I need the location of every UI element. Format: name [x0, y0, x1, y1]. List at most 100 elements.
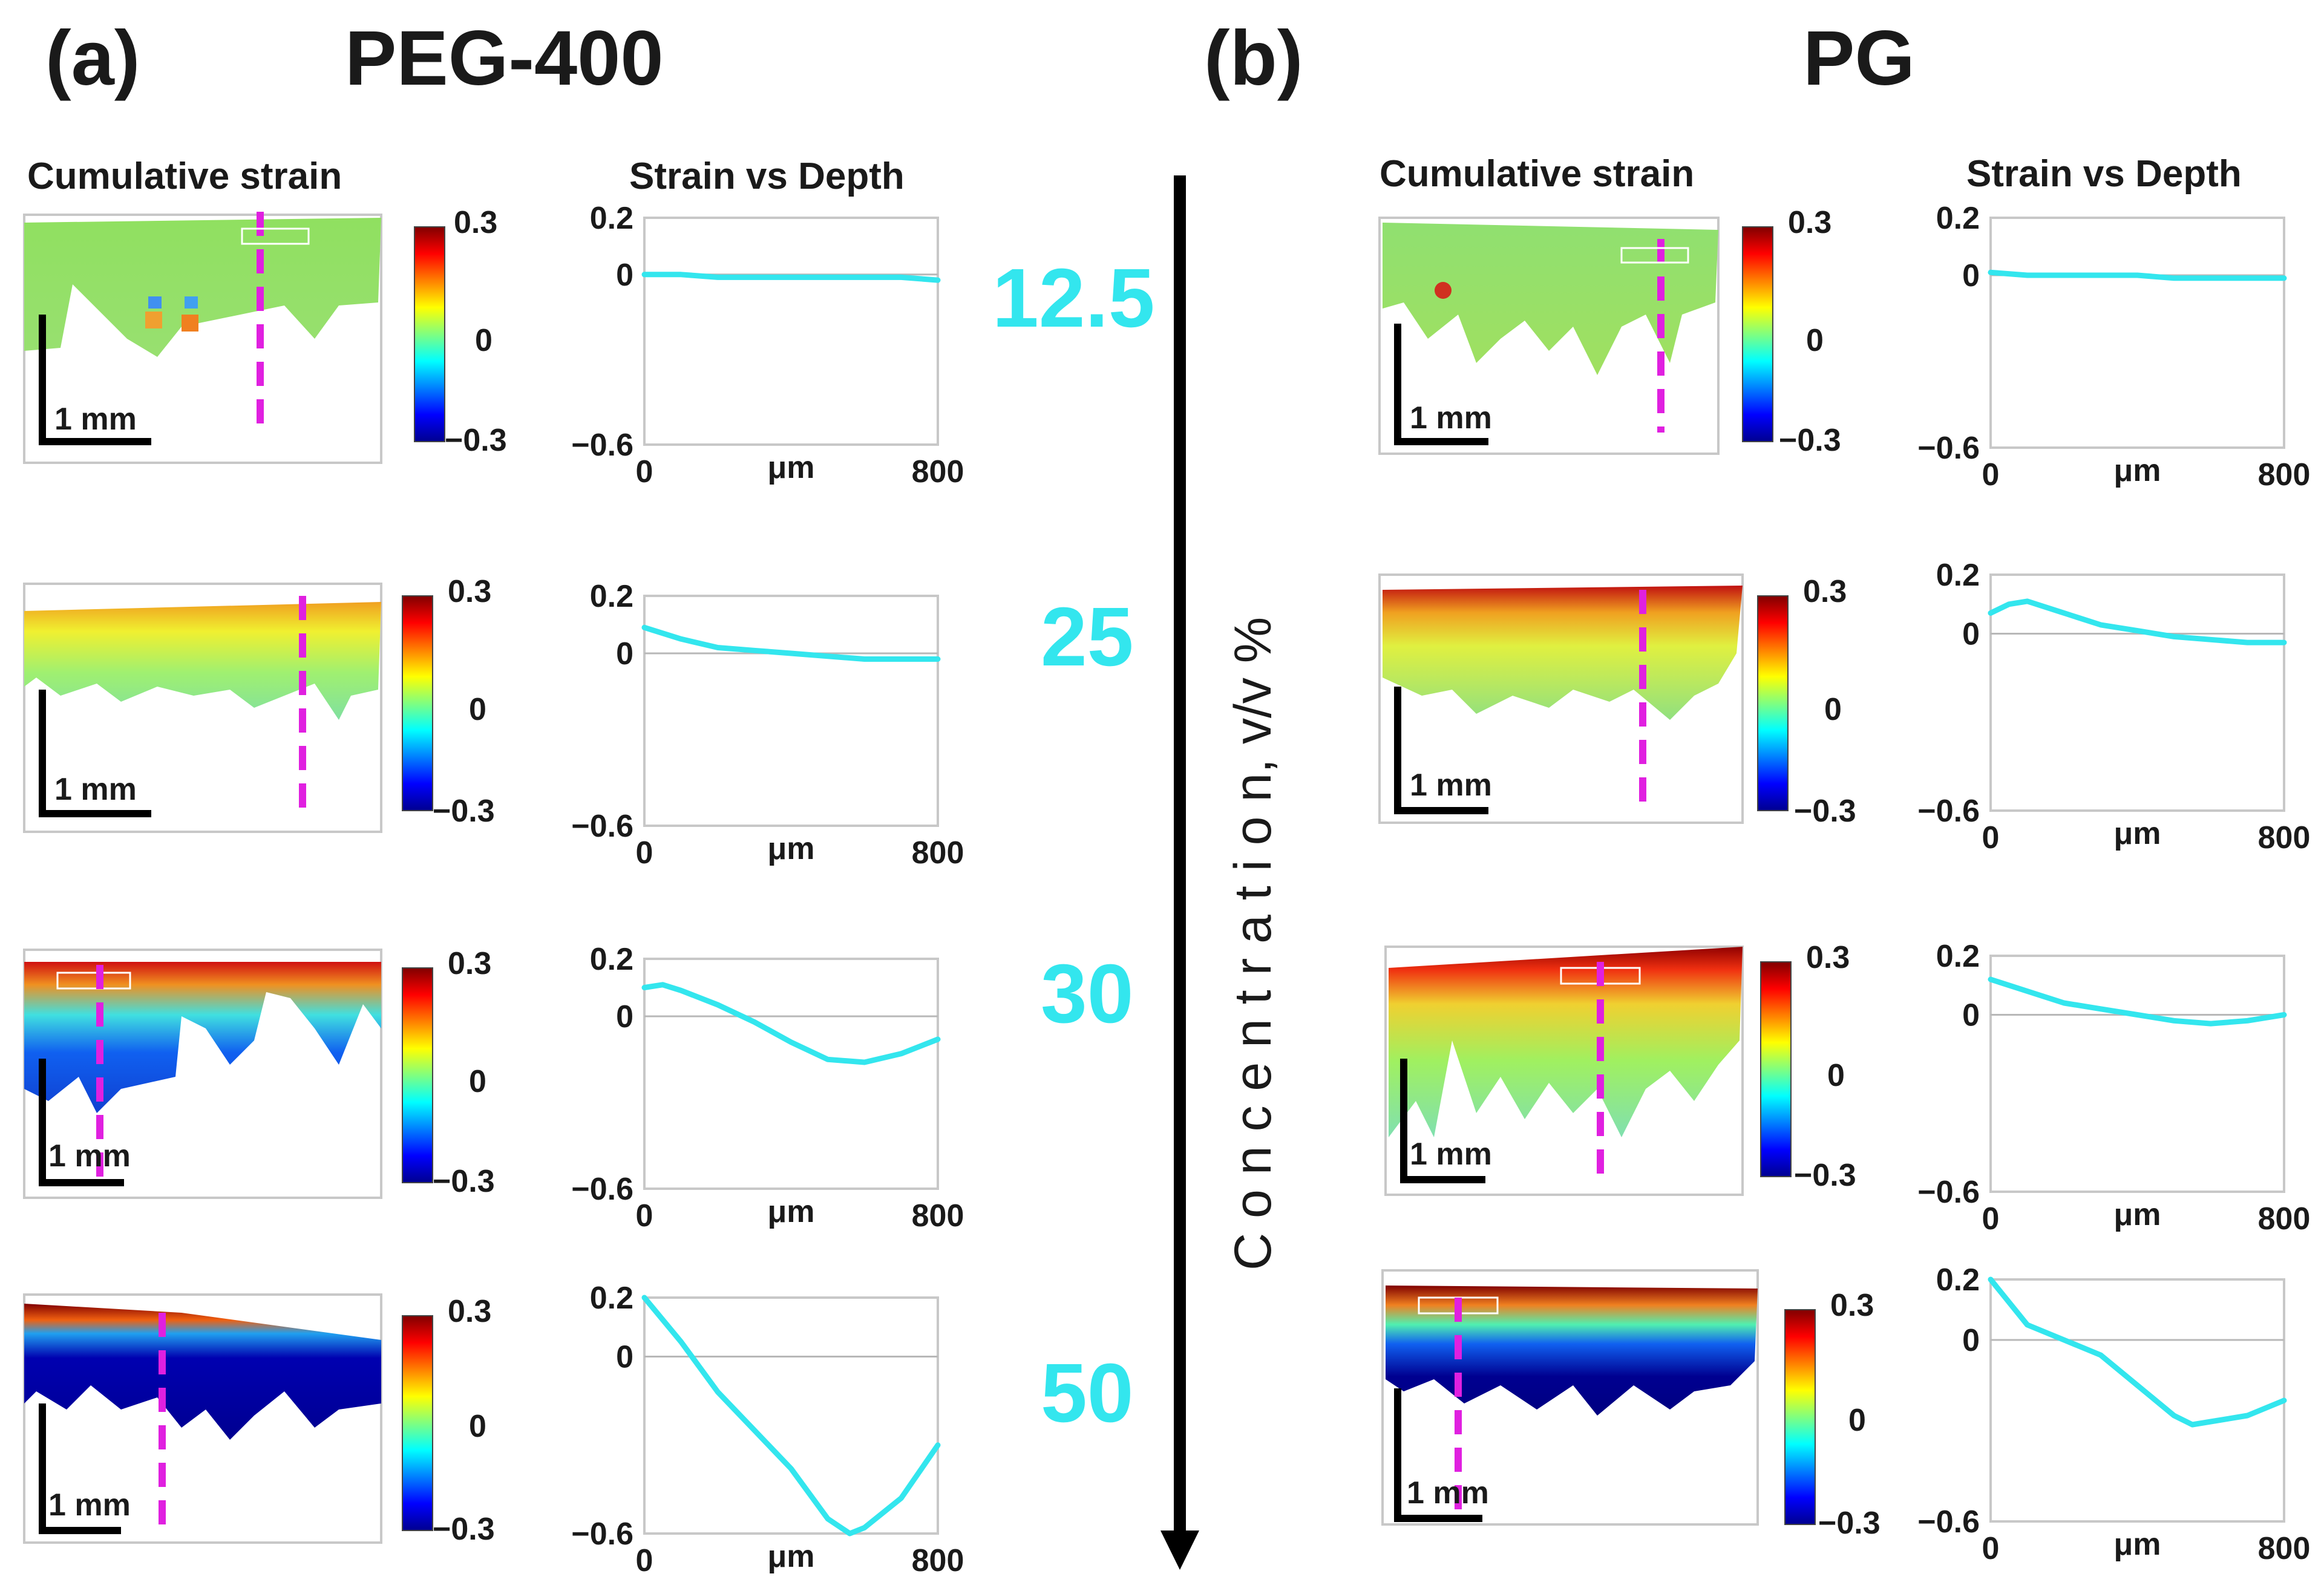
x-tick-label: 800 [2258, 820, 2311, 855]
colorbar: 0.3 0 −0.3 [402, 946, 495, 1199]
y-tick-label: 0 [616, 636, 633, 671]
strain-depth-plot: 0.20−0.60 μm 800 [1917, 201, 2310, 492]
y-tick-label: 0 [1962, 617, 1980, 652]
concentration-value: 12.5 [992, 252, 1155, 345]
svg-text:0.3: 0.3 [448, 946, 491, 981]
concentration-axis-label: C o n c e n t r a t i o n, v/v % [1224, 617, 1282, 1270]
svg-text:−0.3: −0.3 [433, 794, 495, 829]
strain-curve [641, 982, 941, 1065]
panel-a-letter: (a) [45, 15, 140, 102]
y-tick-label: 0 [616, 258, 633, 293]
y-tick-label: 0.2 [1936, 939, 1980, 974]
colorbar: 0.3 0 −0.3 [1784, 1288, 1880, 1541]
x-axis-unit: μm [2113, 1197, 2161, 1232]
strain-curve [641, 624, 941, 662]
x-tick-label: 800 [912, 1198, 964, 1233]
concentration-value: 50 [1041, 1347, 1134, 1440]
strain-curve [1988, 1276, 2287, 1428]
x-tick-label: 800 [912, 1543, 964, 1578]
panel-a-plot-header: Strain vs Depth [629, 155, 905, 197]
colorbar: 0.3 0 −0.3 [1760, 940, 1856, 1193]
concentration-arrow-head [1160, 1531, 1199, 1570]
y-tick-label: −0.6 [571, 428, 633, 463]
strain-depth-plot: 0.20−0.60 μm 800 [1917, 558, 2310, 855]
x-tick-label: 800 [912, 835, 964, 871]
svg-text:0.3: 0.3 [1806, 940, 1850, 975]
y-tick-label: 0.2 [590, 942, 633, 977]
y-tick-label: 0.2 [1936, 1263, 1980, 1298]
y-tick-label: −0.6 [571, 809, 633, 844]
x-tick-label: 0 [1982, 1201, 2000, 1237]
strain-map-a-12.5: 1 mm [23, 212, 382, 464]
panel-a-map-header: Cumulative strain [27, 155, 342, 197]
plot-frame [643, 1296, 939, 1535]
y-tick-label: 0.2 [590, 1281, 633, 1316]
x-tick-label: 800 [2258, 457, 2311, 492]
strain-depth-plot: 0.20−0.60 μm 800 [571, 579, 964, 871]
y-tick-label: 0.2 [1936, 201, 1980, 236]
strain-map-a-25: 1 mm [23, 583, 382, 833]
scale-bar-label: 1 mm [1407, 1475, 1489, 1511]
strain-map-a-50: 1 mm [23, 1293, 382, 1544]
scale-bar-label: 1 mm [48, 1488, 131, 1523]
y-tick-label: 0 [1962, 1323, 1980, 1358]
svg-text:0.3: 0.3 [454, 205, 497, 240]
scale-bar-label: 1 mm [54, 772, 137, 807]
svg-text:0: 0 [469, 1064, 486, 1099]
x-tick-label: 0 [1982, 820, 2000, 855]
svg-text:0: 0 [475, 323, 493, 358]
y-tick-label: 0 [616, 1340, 633, 1375]
plot-frame [1989, 573, 2285, 812]
strain-curve [1988, 269, 2287, 281]
svg-text:0: 0 [1848, 1403, 1866, 1438]
x-tick-label: 0 [1982, 1531, 2000, 1566]
strain-curve [641, 1295, 941, 1537]
panel-b-plot-header: Strain vs Depth [1966, 153, 2242, 195]
svg-text:0.3: 0.3 [448, 574, 491, 609]
x-tick-label: 800 [2258, 1201, 2311, 1237]
colorbar: 0.3 0 −0.3 [414, 205, 507, 458]
strain-map-b-12.5: 1 mm [1378, 217, 1720, 455]
x-tick-label: 0 [636, 454, 653, 489]
scale-bar-label: 1 mm [54, 402, 137, 437]
x-tick-label: 0 [636, 1198, 653, 1233]
colorbar: 0.3 0 −0.3 [402, 1294, 495, 1547]
svg-text:0: 0 [469, 692, 486, 727]
y-tick-label: 0 [1962, 998, 1980, 1033]
y-tick-label: 0.2 [590, 579, 633, 614]
scale-bar-label: 1 mm [1410, 768, 1492, 803]
plot-frame [643, 217, 939, 446]
colorbar: 0.3 0 −0.3 [1757, 574, 1856, 829]
svg-text:−0.3: −0.3 [445, 423, 507, 458]
strain-map-b-50: 1 mm [1381, 1269, 1759, 1526]
x-tick-label: 0 [636, 1543, 653, 1578]
plot-frame [643, 595, 939, 827]
panel-a-title: PEG-400 [345, 15, 664, 102]
y-tick-label: 0 [616, 999, 633, 1034]
x-tick-label: 0 [636, 835, 653, 871]
svg-text:0.3: 0.3 [448, 1294, 491, 1329]
svg-text:−0.3: −0.3 [1818, 1506, 1880, 1541]
x-axis-unit: μm [767, 450, 814, 485]
strain-curve [641, 272, 941, 283]
colorbar: 0.3 0 −0.3 [402, 574, 495, 829]
panel-b-map-header: Cumulative strain [1380, 153, 1694, 195]
x-tick-label: 0 [1982, 457, 2000, 492]
x-axis-unit: μm [2113, 453, 2161, 488]
strain-map-a-30: 1 mm [23, 949, 382, 1199]
scale-bar-label: 1 mm [48, 1139, 131, 1174]
concentration-value: 30 [1041, 947, 1134, 1041]
panel-b-letter: (b) [1204, 15, 1303, 102]
x-tick-label: 800 [912, 454, 964, 489]
strain-depth-plot: 0.20−0.60 μm 800 [571, 201, 964, 489]
x-axis-unit: μm [767, 1194, 814, 1229]
svg-text:0.3: 0.3 [1830, 1288, 1874, 1323]
y-tick-label: −0.6 [571, 1517, 633, 1552]
x-axis-unit: μm [767, 1539, 814, 1574]
strain-curve [1988, 598, 2287, 645]
svg-text:0: 0 [1824, 692, 1842, 727]
y-tick-label: −0.6 [1917, 431, 1980, 466]
y-tick-label: −0.6 [1917, 1504, 1980, 1540]
svg-text:0: 0 [1827, 1058, 1845, 1093]
